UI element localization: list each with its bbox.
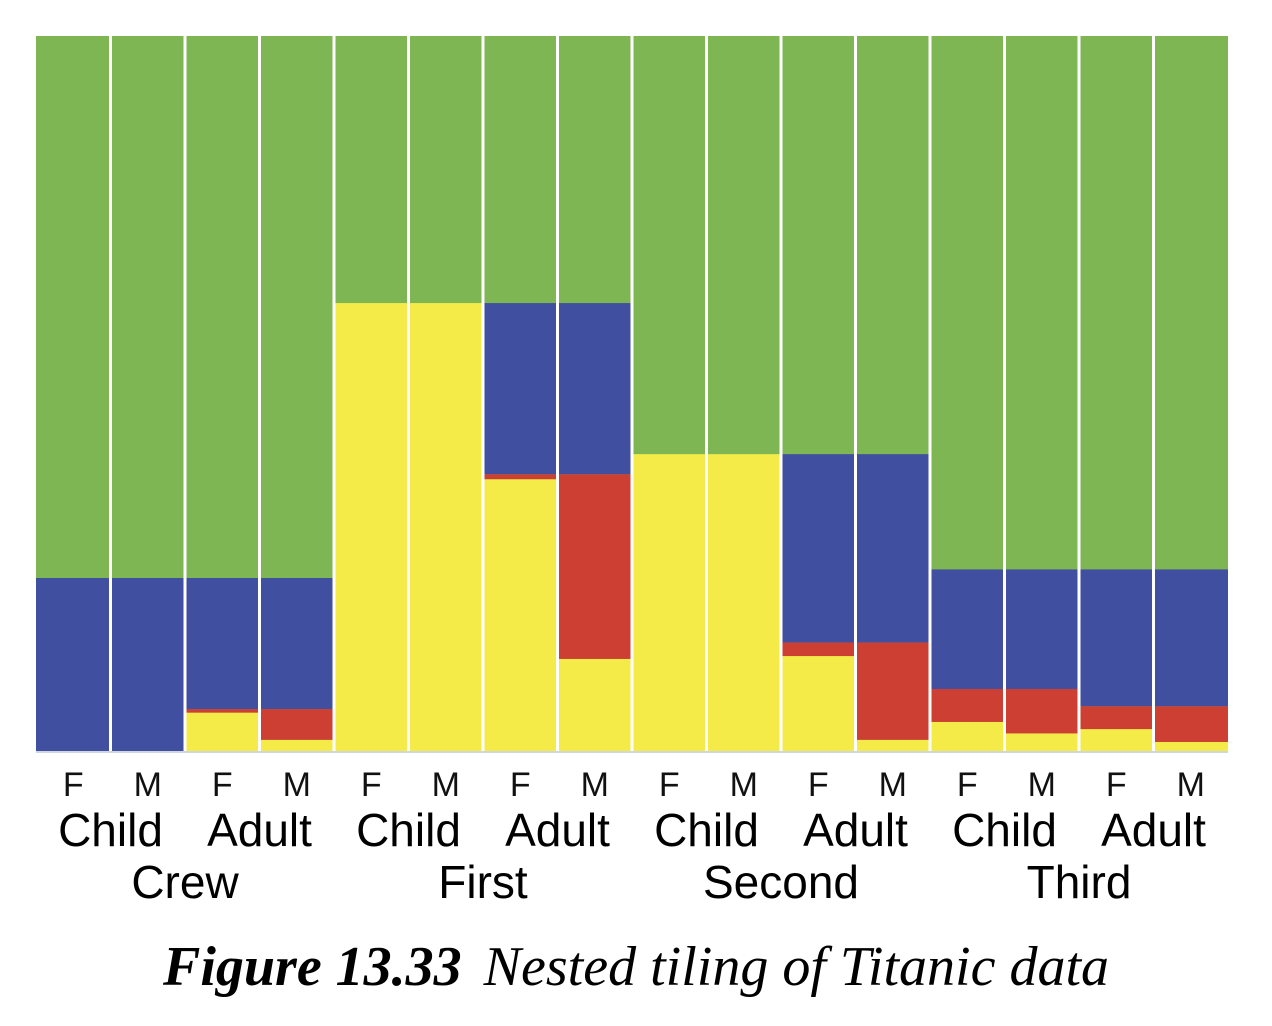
tick-label-sex: M — [283, 766, 311, 804]
tick-label-sex: F — [510, 766, 531, 804]
tick-label-class: Second — [703, 856, 859, 908]
bar-first-adult-f-red — [483, 474, 558, 480]
bar-second-adult-m-blue — [855, 454, 930, 643]
bar-second-adult-m-yellow — [855, 739, 930, 752]
bar-tiles — [36, 303, 1228, 752]
bar-first-child-m-yellow — [408, 303, 483, 752]
bar-third-child-m-red — [1004, 688, 1079, 734]
bar-first-adult-m-red — [557, 474, 632, 659]
bar-third-adult-f-red — [1079, 706, 1154, 730]
tick-label-sex: F — [361, 766, 382, 804]
tick-label-sex: M — [1028, 766, 1056, 804]
tick-label-age: Child — [654, 804, 759, 856]
bar-second-adult-m-red — [855, 642, 930, 740]
bar-first-child-f-yellow — [334, 303, 409, 752]
figure-caption: Figure 13.33 Nested tiling of Titanic dat… — [0, 935, 1272, 999]
tick-label-sex: F — [808, 766, 829, 804]
tick-label-class: First — [438, 856, 528, 908]
tick-label-age: Adult — [803, 804, 908, 856]
tick-label-sex: M — [432, 766, 460, 804]
tick-label-sex: F — [659, 766, 680, 804]
class-tick-labels: Crew First Second Third — [131, 856, 1131, 908]
tick-label-sex: F — [63, 766, 84, 804]
bar-crew-adult-m-red — [259, 709, 334, 740]
tick-label-age: Child — [952, 804, 1057, 856]
tick-label-age: Child — [58, 804, 163, 856]
bar-second-child-m-yellow — [706, 454, 781, 752]
bar-third-adult-m-yellow — [1153, 741, 1228, 752]
bar-crew-adult-f-yellow — [185, 712, 260, 752]
bar-second-adult-f-blue — [781, 454, 856, 643]
bar-second-child-f-yellow — [632, 454, 707, 752]
column-dividers — [36, 36, 1228, 753]
tick-label-age: Child — [356, 804, 461, 856]
tick-label-sex: F — [957, 766, 978, 804]
tick-label-sex: M — [581, 766, 609, 804]
tick-label-age: Adult — [505, 804, 610, 856]
bar-crew-adult-m-blue — [259, 578, 334, 710]
bar-third-child-m-blue — [1004, 569, 1079, 689]
bar-first-adult-f-yellow — [483, 479, 558, 752]
bar-third-child-f-blue — [930, 569, 1005, 689]
bar-crew-adult-m-yellow — [259, 739, 334, 752]
tick-label-age: Adult — [1101, 804, 1206, 856]
bar-crew-adult-f-blue — [185, 578, 260, 710]
bar-third-adult-m-red — [1153, 706, 1228, 742]
tick-label-sex: F — [1106, 766, 1127, 804]
bar-crew-child-f-blue — [36, 578, 111, 752]
bar-second-adult-f-yellow — [781, 656, 856, 752]
tick-label-sex: M — [879, 766, 907, 804]
tick-label-class: Crew — [131, 856, 239, 908]
tick-label-age: Adult — [207, 804, 312, 856]
bar-third-child-m-yellow — [1004, 733, 1079, 752]
bar-first-adult-m-yellow — [557, 658, 632, 752]
bar-third-adult-f-yellow — [1079, 729, 1154, 752]
bar-third-adult-f-blue — [1079, 569, 1154, 707]
bar-third-child-f-red — [930, 688, 1005, 722]
bar-third-adult-m-blue — [1153, 569, 1228, 707]
bar-crew-adult-f-red — [185, 709, 260, 713]
tick-label-sex: M — [134, 766, 162, 804]
tick-label-sex: F — [212, 766, 233, 804]
bar-crew-child-m-blue — [110, 578, 185, 752]
tick-label-sex: M — [1177, 766, 1205, 804]
age-tick-labels: Child Adult Child Adult Child Adult Child Adult — [58, 804, 1206, 856]
figure-title: Nested tiling of Titanic data — [483, 936, 1110, 998]
bar-third-child-f-yellow — [930, 721, 1005, 752]
bar-first-adult-f-blue — [483, 303, 558, 475]
tick-label-sex: M — [730, 766, 758, 804]
tick-label-class: Third — [1027, 856, 1132, 908]
figure-number: Figure 13.33 — [162, 936, 462, 998]
bar-second-adult-f-red — [781, 642, 856, 657]
bar-first-adult-m-blue — [557, 303, 632, 475]
